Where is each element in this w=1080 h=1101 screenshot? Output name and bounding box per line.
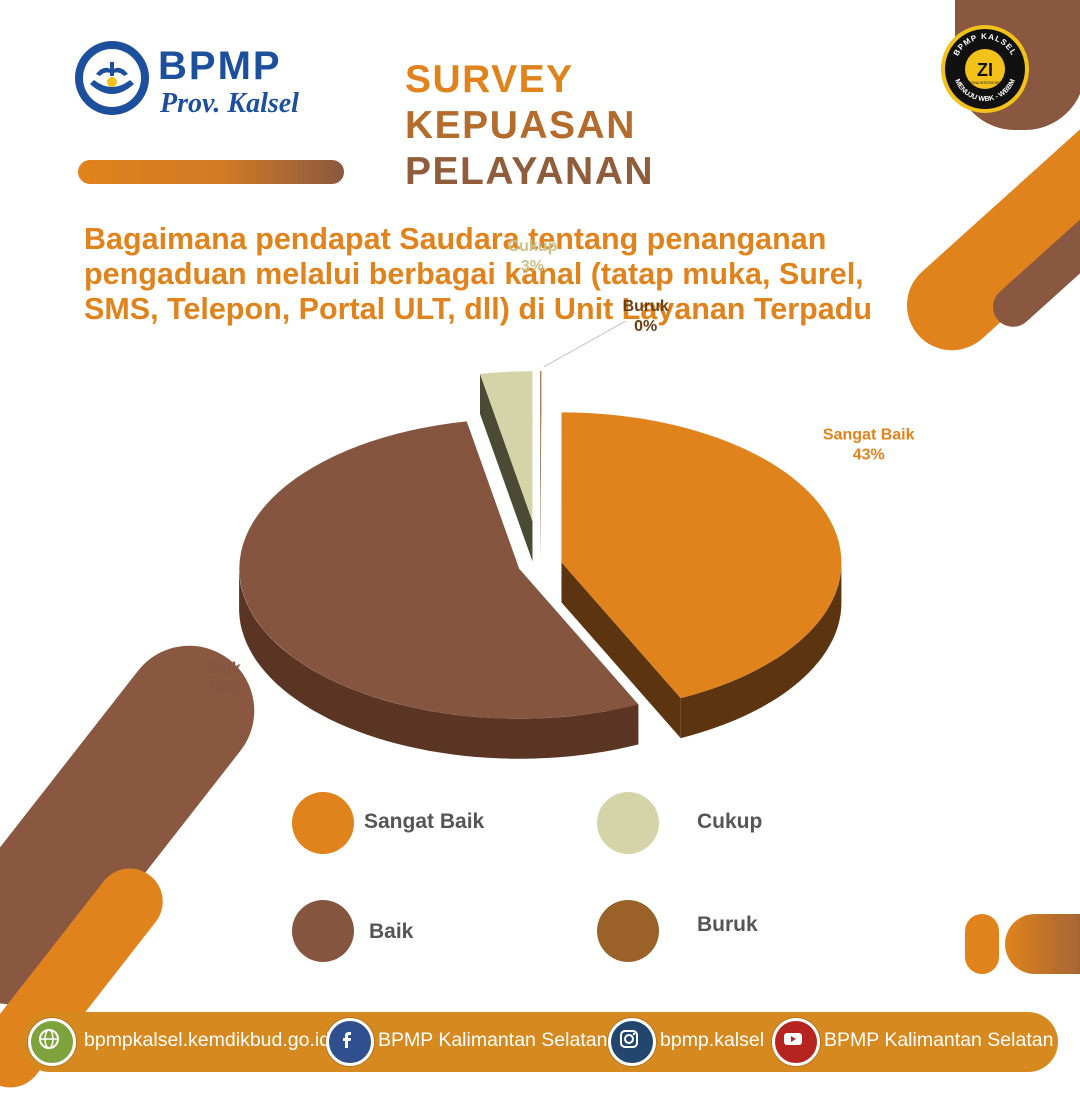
- pie-label-name-buruk: Buruk: [623, 298, 669, 315]
- pie-slice-wall-sangat-baik: [680, 559, 842, 739]
- globe-icon[interactable]: [28, 1018, 76, 1066]
- survey-question: Bagaimana pendapat Saudara tentang penan…: [84, 222, 872, 326]
- pie-slice-baik: [239, 421, 639, 719]
- pie-label-value-cukup: 3%: [521, 258, 544, 275]
- pie-slice-edge-sangat-baik-1: [561, 562, 681, 739]
- footer-website-link[interactable]: bpmpkalsel.kemdikbud.go.id: [84, 1029, 331, 1051]
- legend-swatch-baik: [292, 900, 354, 962]
- pie-slice-edge-cukup-0: [480, 373, 533, 562]
- pie-label-value-sangat-baik: 43%: [853, 447, 885, 464]
- legend-label-cukup: Cukup: [697, 810, 763, 833]
- facebook-icon[interactable]: [326, 1018, 374, 1066]
- legend-label-baik: Baik: [369, 920, 414, 943]
- legend-swatch-sangat-baik: [292, 792, 354, 854]
- footer-facebook-link[interactable]: BPMP Kalimantan Selatan: [378, 1029, 608, 1051]
- tut-wuri-logo: [74, 40, 150, 116]
- legend-label-buruk: Buruk: [697, 913, 758, 936]
- pie-label-value-buruk: 0%: [634, 318, 657, 335]
- youtube-icon[interactable]: [772, 1018, 820, 1066]
- legend-label-sangat-baik: Sangat Baik: [364, 810, 485, 833]
- footer-youtube-link[interactable]: BPMP Kalimantan Selatan: [824, 1029, 1054, 1051]
- page-title-line-2: KEPUASAN: [405, 104, 636, 147]
- pie-label-value-baik: 54%: [209, 680, 241, 697]
- page-title-line-3: PELAYANAN: [405, 150, 655, 193]
- brand-subtitle: Prov. Kalsel: [160, 88, 299, 119]
- decor-pill-right-orange: [965, 914, 999, 974]
- pie-leader-line-buruk: [543, 320, 626, 368]
- pie-slice-edge-buruk-1: [540, 371, 542, 562]
- badge-small-text: ZONA INTEGRITAS: [969, 81, 1001, 85]
- pie-slice-sangat-baik: [561, 412, 842, 699]
- badge-center-text: ZI: [977, 60, 993, 80]
- pie-slice-wall-baik: [239, 571, 639, 759]
- zona-integritas-badge: BPMP KALSEL MENUJU WBK - WBBM ZI ZONA IN…: [940, 24, 1030, 114]
- legend-swatch-buruk: [597, 900, 659, 962]
- pie-slice-buruk: [540, 370, 542, 522]
- pie-label-name-sangat-baik: Sangat Baik: [823, 427, 915, 444]
- pie-label-name-cukup: Cukup: [508, 238, 558, 255]
- pie-label-name-baik: Baik: [207, 660, 241, 677]
- instagram-icon[interactable]: [608, 1018, 656, 1066]
- page-title-line-1: SURVEY: [405, 58, 574, 101]
- pie-slice-cukup: [480, 371, 533, 522]
- legend-swatch-cukup: [597, 792, 659, 854]
- header-accent-bar: [78, 160, 344, 184]
- footer-instagram-link[interactable]: bpmp.kalsel: [660, 1029, 765, 1051]
- brand-name: BPMP: [158, 44, 282, 88]
- decor-pill-right-brown: [1005, 914, 1080, 974]
- footer-bar: bpmpkalsel.kemdikbud.go.id BPMP Kalimant…: [20, 1012, 1058, 1072]
